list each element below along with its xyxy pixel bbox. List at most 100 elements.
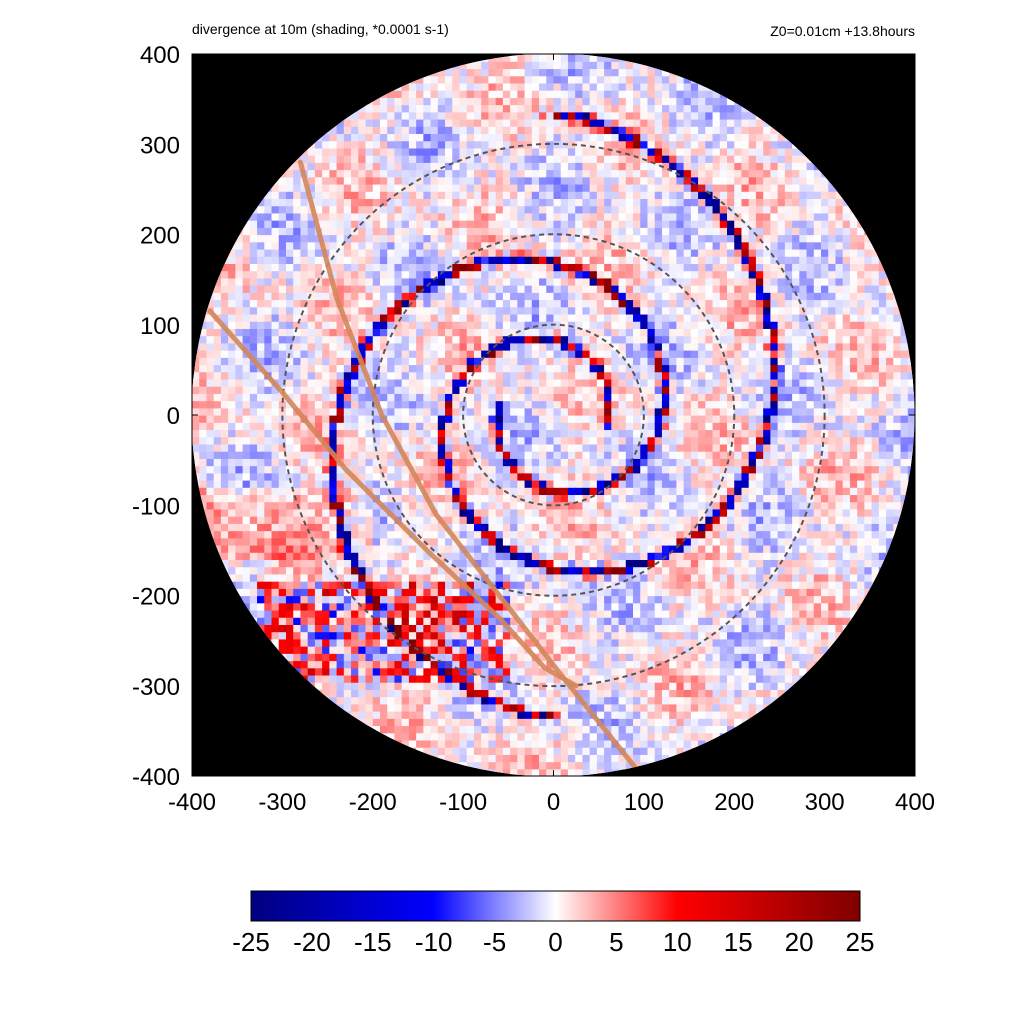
- field-cell: [575, 689, 584, 698]
- field-cell: [278, 220, 287, 228]
- field-cell: [445, 378, 453, 387]
- field-cell: [249, 588, 258, 597]
- field-cell: [271, 429, 280, 438]
- field-cell: [596, 90, 605, 98]
- field-cell: [524, 61, 533, 70]
- field-cell: [314, 140, 323, 149]
- field-cell: [459, 703, 468, 712]
- field-cell: [394, 703, 403, 712]
- field-cell: [408, 739, 417, 748]
- field-cell: [524, 653, 533, 662]
- field-cell: [351, 602, 359, 611]
- field-cell: [604, 739, 612, 748]
- field-cell: [365, 176, 374, 185]
- field-cell: [358, 465, 367, 474]
- field-cell: [430, 378, 439, 387]
- field-cell: [365, 299, 374, 308]
- field-cell: [314, 667, 323, 676]
- field-cell: [517, 479, 526, 488]
- field-cell: [495, 133, 504, 142]
- field-cell: [589, 155, 598, 163]
- field-cell: [452, 631, 461, 640]
- field-cell: [408, 104, 417, 113]
- field-cell: [401, 126, 410, 135]
- field-cell: [575, 451, 584, 459]
- field-cell: [596, 299, 605, 308]
- field-cell: [379, 118, 388, 127]
- field-cell: [575, 299, 584, 308]
- field-cell: [220, 472, 229, 481]
- field-cell: [343, 429, 352, 438]
- field-cell: [228, 508, 236, 517]
- field-cell: [604, 436, 612, 445]
- field-cell: [546, 588, 555, 597]
- field-cell: [285, 443, 294, 452]
- field-cell: [546, 573, 555, 582]
- field-cell: [589, 277, 598, 286]
- field-cell: [452, 530, 461, 539]
- field-cell: [560, 220, 569, 228]
- field-cell: [546, 126, 555, 135]
- field-cell: [278, 458, 287, 467]
- field-cell: [416, 378, 424, 387]
- field-cell: [473, 422, 482, 431]
- field-cell: [322, 667, 330, 676]
- field-cell: [452, 191, 461, 200]
- field-cell: [466, 68, 475, 77]
- field-cell: [257, 285, 265, 293]
- field-cell: [235, 559, 244, 568]
- field-cell: [510, 256, 518, 264]
- field-cell: [582, 75, 591, 84]
- field-cell: [408, 198, 417, 207]
- field-cell: [387, 689, 396, 698]
- field-cell: [416, 682, 424, 690]
- field-cell: [329, 566, 338, 575]
- field-cell: [401, 82, 410, 91]
- field-cell: [437, 90, 446, 98]
- field-cell: [473, 126, 482, 135]
- field-cell: [618, 631, 627, 640]
- field-cell: [524, 306, 533, 315]
- field-cell: [510, 61, 518, 70]
- field-cell: [575, 718, 584, 727]
- field-cell: [358, 205, 367, 214]
- field-cell: [213, 342, 222, 351]
- field-cell: [524, 68, 533, 77]
- field-cell: [358, 306, 367, 315]
- field-cell: [502, 75, 511, 84]
- field-cell: [567, 104, 576, 113]
- field-cell: [459, 674, 468, 683]
- field-cell: [408, 508, 417, 517]
- field-cell: [567, 205, 576, 214]
- field-cell: [387, 342, 396, 351]
- field-cell: [278, 581, 287, 589]
- field-cell: [351, 183, 359, 192]
- field-cell: [510, 602, 518, 611]
- field-cell: [553, 494, 562, 503]
- field-cell: [351, 191, 359, 200]
- field-cell: [539, 761, 547, 770]
- field-cell: [401, 169, 410, 178]
- field-cell: [459, 718, 468, 727]
- field-cell: [372, 97, 381, 106]
- field-cell: [416, 472, 424, 481]
- field-cell: [213, 285, 222, 293]
- field-cell: [546, 357, 555, 366]
- field-cell: [524, 400, 533, 409]
- field-cell: [365, 220, 374, 228]
- field-cell: [510, 523, 518, 532]
- field-cell: [314, 638, 323, 647]
- field-cell: [481, 335, 490, 344]
- chart-subtitle: Z0=0.01cm +13.8hours: [770, 23, 915, 39]
- field-cell: [379, 386, 388, 394]
- field-cell: [257, 313, 265, 322]
- field-cell: [358, 573, 367, 582]
- field-cell: [423, 371, 432, 380]
- field-cell: [618, 682, 627, 690]
- field-cell: [329, 674, 338, 683]
- field-cell: [539, 68, 547, 77]
- field-cell: [329, 335, 338, 344]
- field-cell: [495, 54, 504, 62]
- field-cell: [618, 581, 627, 589]
- field-cell: [560, 588, 569, 597]
